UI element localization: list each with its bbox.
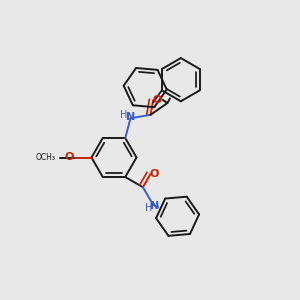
Text: OCH₃: OCH₃ <box>36 153 56 162</box>
Text: H: H <box>120 110 128 120</box>
Text: H: H <box>145 203 152 213</box>
Text: O: O <box>64 152 74 162</box>
Text: O: O <box>153 95 162 105</box>
Text: N: N <box>126 112 135 122</box>
Text: N: N <box>150 201 159 212</box>
Text: O: O <box>150 169 159 179</box>
